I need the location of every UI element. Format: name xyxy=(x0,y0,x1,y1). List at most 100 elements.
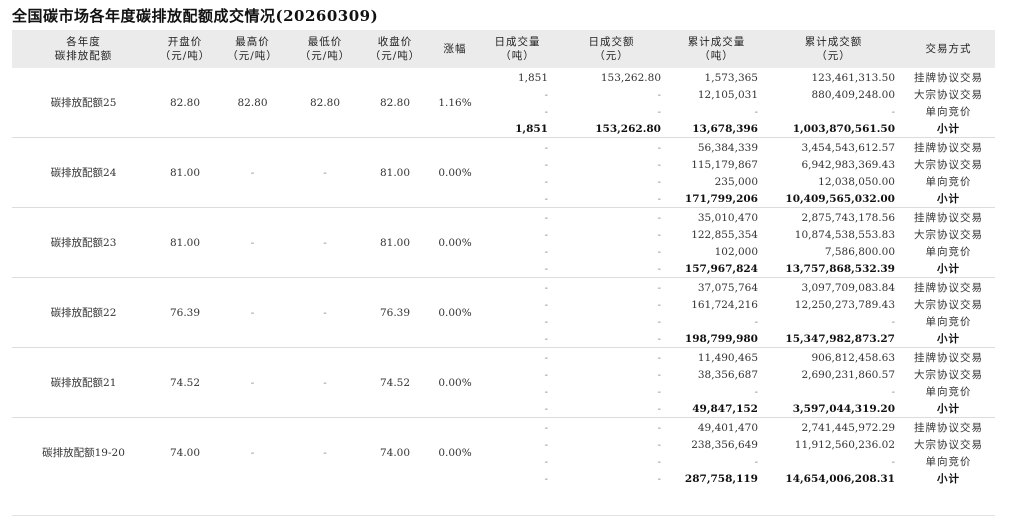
cell-daily-amount: - xyxy=(657,158,661,171)
cell-low-price: - xyxy=(323,446,327,459)
cell-open-price: 76.39 xyxy=(169,306,201,319)
cell-allowance-year: 碳排放配额24 xyxy=(50,167,117,179)
trade-rows: 1,851 153,262.80 1,573,365 123,461,313.50 挂牌… xyxy=(480,68,995,137)
table-row: 1,851 153,262.80 1,573,365 123,461,313.50 挂牌… xyxy=(480,69,995,86)
header-line: （元） xyxy=(816,50,851,62)
cell-trade-method: 小计 xyxy=(937,193,960,205)
cell-cumulative-volume: 35,010,470 xyxy=(697,211,758,224)
table-row: - - 38,356,687 2,690,231,860.57 大宗协议交易 xyxy=(480,366,995,383)
header-line: （吨） xyxy=(500,50,535,62)
cell-high-price: - xyxy=(250,446,255,459)
cell-low-price: - xyxy=(323,166,327,179)
cell-daily-amount: - xyxy=(657,141,661,154)
cell-cumulative-amount: 6,942,983,369.43 xyxy=(801,158,895,171)
cell-cumulative-amount: 14,654,006,208.31 xyxy=(785,472,895,485)
header-line: 开盘价 xyxy=(167,36,203,48)
cell-trade-method: 大宗协议交易 xyxy=(914,439,983,451)
cell-trade-method: 单向竞价 xyxy=(925,106,972,118)
cell-daily-volume: - xyxy=(544,262,548,275)
cell-daily-volume: 1,851 xyxy=(515,122,548,135)
table-row: - - 37,075,764 3,097,709,083.84 挂牌协议交易 xyxy=(480,279,995,296)
trade-rows: - - 35,010,470 2,875,743,178.56 挂牌协议交易 - - 122,… xyxy=(480,208,995,277)
cell-cumulative-amount: 2,741,445,972.29 xyxy=(801,421,895,434)
cell-cumulative-volume: 49,401,470 xyxy=(697,421,758,434)
cell-low-price: - xyxy=(323,376,327,389)
trade-rows: - - 11,490,465 906,812,458.63 挂牌协议交易 - - 38,356… xyxy=(480,348,995,417)
cell-daily-amount: - xyxy=(657,315,661,328)
cell-cumulative-amount: - xyxy=(891,315,895,328)
cell-high-price: - xyxy=(250,166,255,179)
cell-daily-amount: - xyxy=(657,281,661,294)
cell-change-pct: 0.00% xyxy=(438,236,472,249)
header-line: 日成交额 xyxy=(588,36,635,48)
cell-cumulative-amount: 12,250,273,789.43 xyxy=(794,298,895,311)
cell-daily-amount: - xyxy=(657,368,661,381)
table-row: - - 49,401,470 2,741,445,972.29 挂牌协议交易 xyxy=(480,419,995,436)
cell-daily-volume: - xyxy=(544,472,548,485)
cell-trade-method: 小计 xyxy=(937,403,960,415)
cell-daily-volume: - xyxy=(544,455,548,468)
cell-cumulative-amount: 2,875,743,178.56 xyxy=(801,211,895,224)
cell-daily-volume: - xyxy=(544,141,548,154)
table-row: - - - - 单向竞价 xyxy=(480,103,995,120)
cell-trade-method: 小计 xyxy=(937,123,960,135)
cell-allowance-year: 碳排放配额19-20 xyxy=(42,447,125,459)
cell-cumulative-volume: - xyxy=(754,385,758,398)
cell-cumulative-amount: 3,454,543,612.57 xyxy=(801,141,895,154)
header-line: （元/吨） xyxy=(227,50,278,62)
cell-daily-volume: - xyxy=(544,315,548,328)
allowance-group: 碳排放配额19-20 74.00 - - 74.00 0.00% - - 49,401,470 2… xyxy=(12,418,995,487)
cell-daily-volume: - xyxy=(544,385,548,398)
cell-cumulative-volume: - xyxy=(754,455,758,468)
cell-trade-method: 挂牌协议交易 xyxy=(914,72,983,84)
trade-rows: - - 56,384,339 3,454,543,612.57 挂牌协议交易 - - 115,… xyxy=(480,138,995,207)
cell-trade-method: 小计 xyxy=(937,473,960,485)
header-trade-method: 交易方式 xyxy=(902,42,995,56)
cell-daily-volume: - xyxy=(544,351,548,364)
cell-daily-volume: - xyxy=(544,158,548,171)
trade-rows: - - 49,401,470 2,741,445,972.29 挂牌协议交易 - - 238,… xyxy=(480,418,995,487)
header-line: 碳排放配额 xyxy=(54,50,113,62)
header-line: 交易方式 xyxy=(925,43,972,55)
subtotal-row: 1,851 153,262.80 13,678,396 1,003,870,561.5… xyxy=(480,120,995,137)
cell-change-pct: 0.00% xyxy=(438,376,472,389)
header-high-price: 最高价 （元/吨） xyxy=(215,35,290,63)
cell-open-price: 81.00 xyxy=(169,166,201,179)
cell-change-pct: 0.00% xyxy=(438,306,472,319)
header-cumulative-amount: 累计成交额 （元） xyxy=(765,35,902,63)
table-row: - - 238,356,649 11,912,560,236.02 大宗协议交易 xyxy=(480,436,995,453)
cell-daily-amount: - xyxy=(657,105,661,118)
cell-daily-amount: - xyxy=(657,385,661,398)
cell-cumulative-amount: 11,912,560,236.02 xyxy=(794,438,895,451)
cell-allowance-year: 碳排放配额21 xyxy=(50,377,117,389)
header-change-pct: 涨幅 xyxy=(430,42,480,56)
cell-daily-amount: - xyxy=(657,472,661,485)
cell-high-price: - xyxy=(250,306,255,319)
cell-daily-amount: 153,262.80 xyxy=(595,122,661,135)
cell-low-price: - xyxy=(323,306,327,319)
cell-cumulative-volume: 161,724,216 xyxy=(691,298,758,311)
cell-open-price: 74.52 xyxy=(169,376,201,389)
header-line: （吨） xyxy=(699,50,734,62)
header-line: 最低价 xyxy=(307,36,343,48)
header-line: 最高价 xyxy=(235,36,270,48)
page-title: 全国碳市场各年度碳排放配额成交情况(20260309) xyxy=(12,7,379,25)
cell-daily-volume: - xyxy=(544,332,548,345)
cell-cumulative-amount: 12,038,050.00 xyxy=(818,175,895,188)
subtotal-row: - - 198,799,980 15,347,982,873.27 小计 xyxy=(480,330,995,347)
cell-cumulative-volume: 102,000 xyxy=(714,245,758,258)
header-close-price: 收盘价 （元/吨） xyxy=(360,35,430,63)
cell-daily-volume: - xyxy=(544,228,548,241)
header-line: （元） xyxy=(594,50,629,62)
cell-trade-method: 大宗协议交易 xyxy=(914,299,983,311)
cell-cumulative-amount: - xyxy=(891,385,895,398)
cell-cumulative-amount: 10,874,538,553.83 xyxy=(794,228,895,241)
header-line: 收盘价 xyxy=(377,36,413,48)
table-row: - - 115,179,867 6,942,983,369.43 大宗协议交易 xyxy=(480,156,995,173)
cell-daily-volume: - xyxy=(544,211,548,224)
allowance-group: 碳排放配额22 76.39 - - 76.39 0.00% - - 37,075,764 3,09… xyxy=(12,278,995,348)
cell-cumulative-volume: 198,799,980 xyxy=(684,332,758,345)
table-row: - - - - 单向竞价 xyxy=(480,383,995,400)
cell-cumulative-amount: 2,690,231,860.57 xyxy=(801,368,895,381)
cell-trade-method: 挂牌协议交易 xyxy=(914,352,983,364)
